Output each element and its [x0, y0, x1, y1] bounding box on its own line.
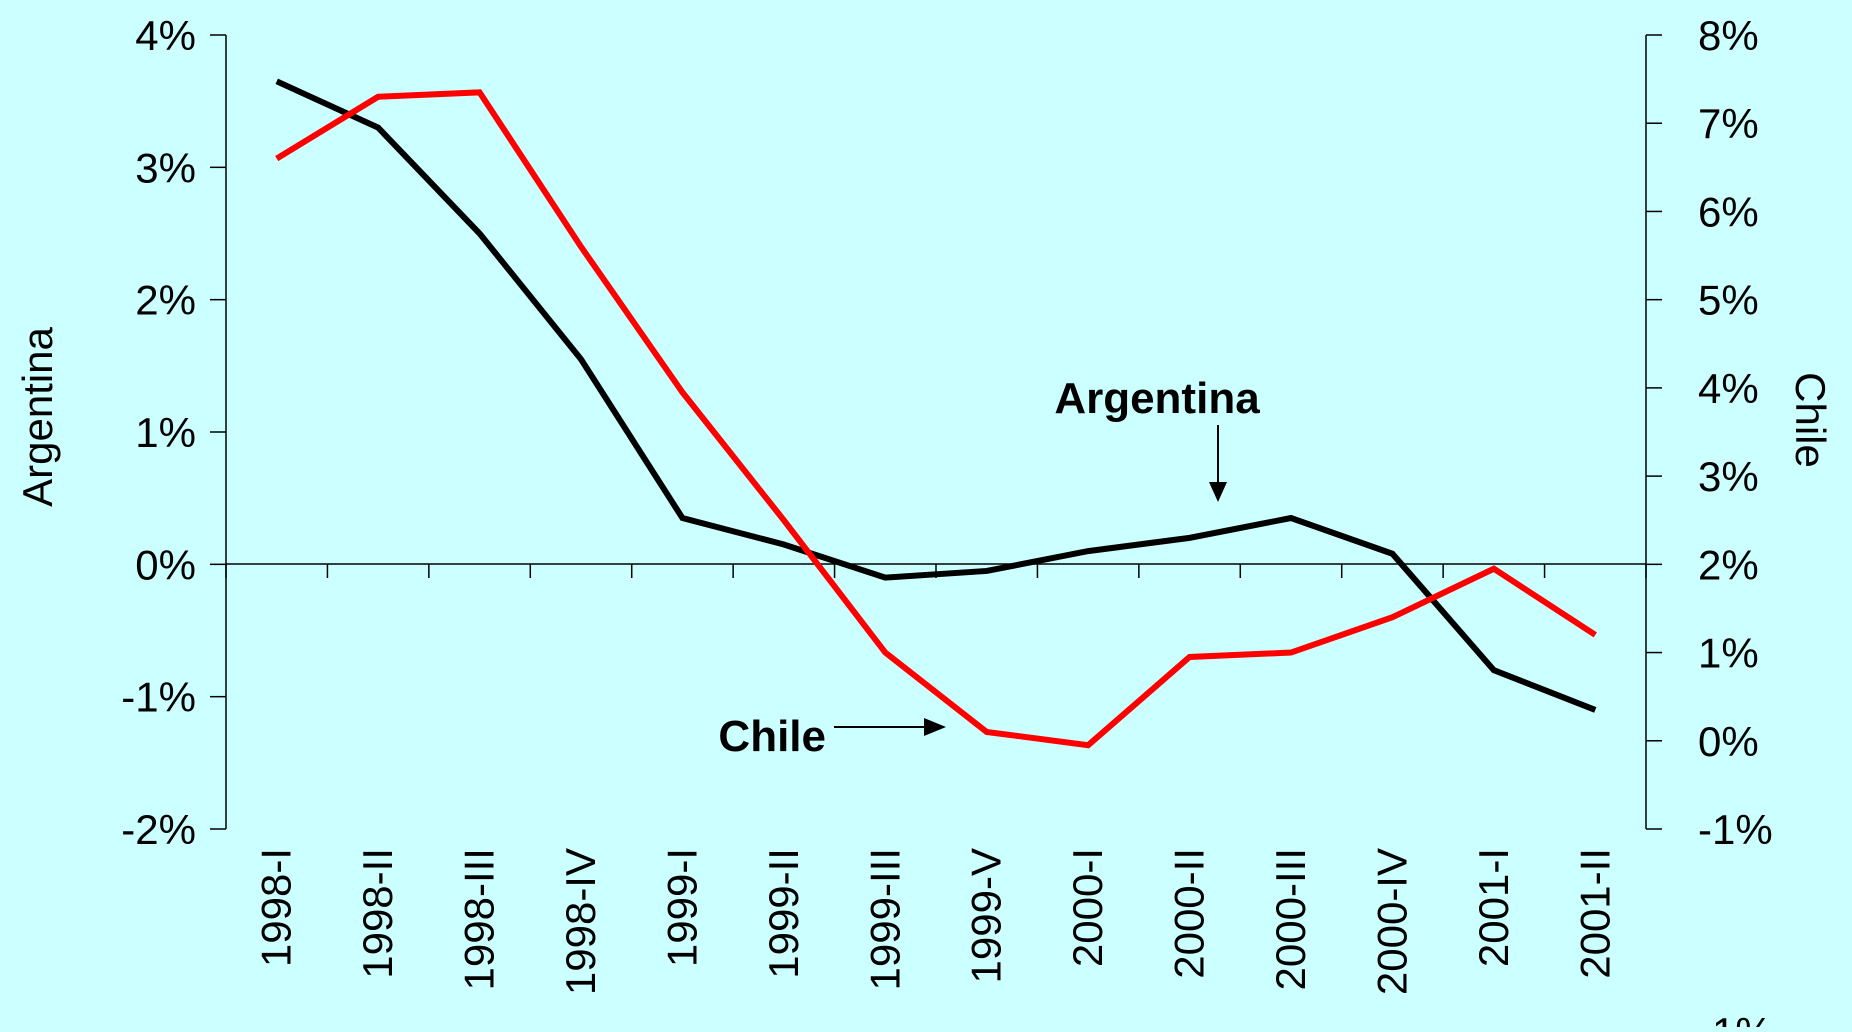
- left-tick-label: 3%: [135, 144, 196, 191]
- x-tick-label: 1999-V: [963, 848, 1010, 983]
- right-tick-label: -1%: [1698, 806, 1773, 853]
- x-tick-label: 1998-IV: [557, 848, 604, 995]
- right-tick-label: 3%: [1698, 453, 1759, 500]
- left-axis-title: Argentina: [14, 326, 61, 506]
- annotation-argentina-arrowhead: [1209, 482, 1227, 502]
- series-line-chile: [277, 92, 1596, 745]
- axes: [210, 35, 1662, 829]
- x-tick-label: 1999-II: [760, 848, 807, 979]
- left-tick-label: 4%: [135, 12, 196, 59]
- annotation-chile-arrowhead: [924, 718, 946, 736]
- x-tick-label: 1999-I: [658, 848, 705, 967]
- right-tick-label: 7%: [1698, 100, 1759, 147]
- right-tick-label: 8%: [1698, 12, 1759, 59]
- left-tick-label: -2%: [121, 806, 196, 853]
- x-tick-label: 2000-III: [1267, 848, 1314, 990]
- right-tick-label: 6%: [1698, 188, 1759, 235]
- right-tick-label: 5%: [1698, 277, 1759, 324]
- x-tick-label: 2000-IV: [1368, 848, 1415, 995]
- x-tick-label: 2000-I: [1064, 848, 1111, 967]
- x-tick-label: 1999-III: [861, 848, 908, 990]
- x-tick-label: 2000-II: [1166, 848, 1213, 979]
- x-tick-label: 2001-II: [1571, 848, 1618, 979]
- labels: 4% 3% 2% 1% 0% -1% -2% 8% 7% 6% 5% 4% 3% 2% 1% 0% -1% 199…: [14, 12, 1834, 1027]
- x-tick-label: 1998-III: [456, 848, 503, 990]
- x-tick-label: 1998-I: [253, 848, 300, 967]
- annotation-argentina-label: Argentina: [1054, 374, 1260, 423]
- x-tick-label: 1998-II: [354, 848, 401, 979]
- annotation-chile-label: Chile: [718, 712, 826, 761]
- right-tick-label: 2%: [1698, 541, 1759, 588]
- left-tick-label: -1%: [121, 674, 196, 721]
- left-tick-label: 0%: [135, 541, 196, 588]
- left-tick-label: 1%: [135, 409, 196, 456]
- right-axis-title: Chile: [1787, 372, 1834, 468]
- x-tick-label: 2001-I: [1470, 848, 1517, 967]
- right-tick-label: 0%: [1698, 718, 1759, 765]
- right-tick-label: 4%: [1698, 365, 1759, 412]
- right-tick-label-partial: -1%: [1698, 1009, 1773, 1027]
- series-lines: [277, 81, 1596, 745]
- right-tick-label: 1%: [1698, 630, 1759, 677]
- left-tick-label: 2%: [135, 277, 196, 324]
